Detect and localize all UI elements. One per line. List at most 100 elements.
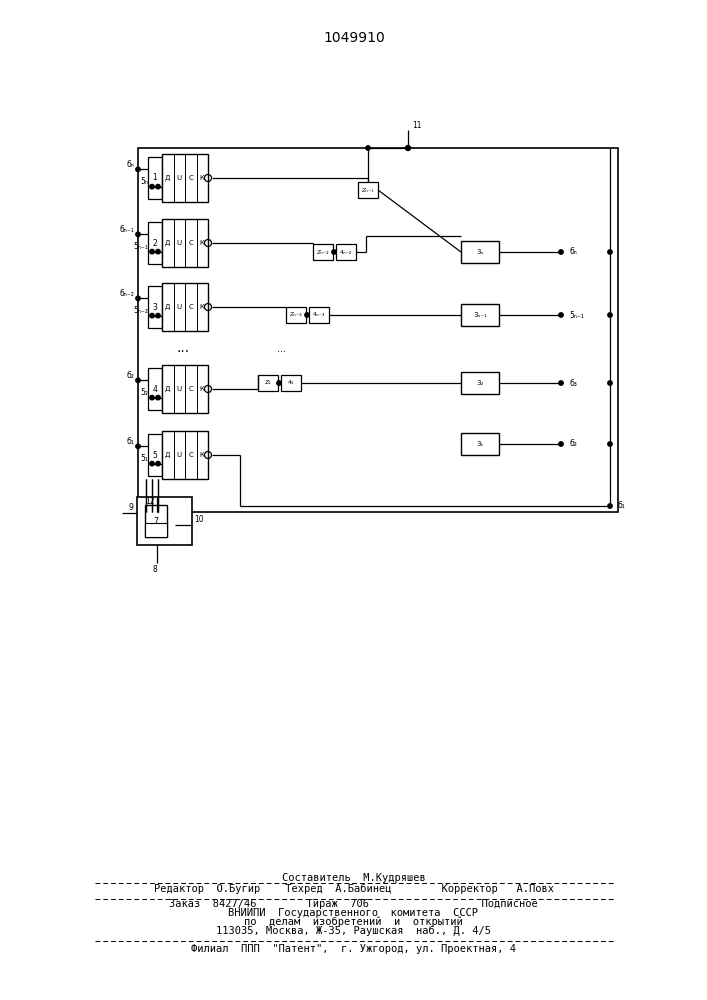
Text: Д: Д <box>165 240 170 246</box>
Bar <box>148 286 162 328</box>
Text: 3₁: 3₁ <box>477 441 484 447</box>
Text: 5ₙ₋₂: 5ₙ₋₂ <box>133 306 148 315</box>
Circle shape <box>150 461 154 466</box>
Circle shape <box>406 145 411 150</box>
Text: 5: 5 <box>153 450 158 460</box>
Text: U: U <box>177 240 182 246</box>
Text: 4ₙ₋₂: 4ₙ₋₂ <box>340 249 352 254</box>
Circle shape <box>156 461 160 466</box>
Bar <box>461 433 499 455</box>
Circle shape <box>150 395 154 400</box>
Circle shape <box>332 250 337 254</box>
Text: Д: Д <box>165 452 170 458</box>
Text: 3₂: 3₂ <box>477 380 484 386</box>
Text: К: К <box>200 240 205 246</box>
Circle shape <box>156 395 160 400</box>
Text: 11: 11 <box>412 121 421 130</box>
Text: Филиал  ППП  "Патент",  г. Ужгород, ул. Проектная, 4: Филиал ППП "Патент", г. Ужгород, ул. Про… <box>191 944 516 954</box>
Bar <box>358 182 378 198</box>
Text: 5ₙ₋₁: 5ₙ₋₁ <box>133 242 148 251</box>
Circle shape <box>608 381 612 385</box>
Text: С: С <box>188 304 193 310</box>
Bar <box>461 241 499 263</box>
Text: Д: Д <box>165 175 170 181</box>
Circle shape <box>150 313 154 318</box>
Circle shape <box>150 184 154 189</box>
Text: С: С <box>188 240 193 246</box>
Bar <box>148 222 162 264</box>
Text: Zₙ₋₁: Zₙ₋₁ <box>362 188 374 192</box>
Bar <box>162 365 208 413</box>
Text: 9: 9 <box>128 502 133 512</box>
Circle shape <box>156 249 160 254</box>
Text: Д: Д <box>165 304 170 310</box>
Text: U: U <box>177 304 182 310</box>
Text: Редактор  О.Бугир    Техред  А.Бабинец        Корректор   А.Повх: Редактор О.Бугир Техред А.Бабинец Коррек… <box>153 884 554 894</box>
Bar <box>461 372 499 394</box>
Text: 12: 12 <box>145 497 155 506</box>
Text: 113035, Москва, Ж-35, Раушская  наб., Д. 4/5: 113035, Москва, Ж-35, Раушская наб., Д. … <box>216 926 491 936</box>
Circle shape <box>608 313 612 317</box>
Circle shape <box>559 250 563 254</box>
Bar <box>162 431 208 479</box>
Text: 4₁: 4₁ <box>288 380 294 385</box>
Text: бₙ: бₙ <box>569 247 577 256</box>
Text: Zₙ₋₃: Zₙ₋₃ <box>290 312 303 318</box>
Text: б₃: б₃ <box>569 378 577 387</box>
Circle shape <box>366 146 370 150</box>
Circle shape <box>559 313 563 317</box>
Text: по  делам  изобретений  и  открытий: по делам изобретений и открытий <box>244 917 463 927</box>
Text: 4ₙ₋₃: 4ₙ₋₃ <box>312 312 325 318</box>
Text: К: К <box>200 452 205 458</box>
Bar <box>281 375 301 391</box>
Bar <box>145 505 167 537</box>
Circle shape <box>559 381 563 385</box>
Bar <box>336 244 356 260</box>
Circle shape <box>156 313 160 318</box>
Text: К: К <box>200 386 205 392</box>
Text: бₙ₋₂: бₙ₋₂ <box>119 289 134 298</box>
Text: 5ₙ: 5ₙ <box>140 177 148 186</box>
Circle shape <box>277 381 281 385</box>
Text: 2: 2 <box>153 238 158 247</box>
Text: Z₁: Z₁ <box>264 380 271 385</box>
Circle shape <box>305 313 309 317</box>
Bar <box>286 307 306 323</box>
Circle shape <box>608 504 612 508</box>
Text: 1: 1 <box>153 174 158 182</box>
Text: 5₁: 5₁ <box>140 454 148 463</box>
Bar <box>461 304 499 326</box>
Circle shape <box>136 378 140 383</box>
Bar <box>148 157 162 199</box>
Text: б₂: б₂ <box>569 440 577 448</box>
Text: бₙ: бₙ <box>127 160 134 169</box>
Text: 5₂: 5₂ <box>140 388 148 397</box>
Circle shape <box>136 444 140 449</box>
Text: 3: 3 <box>153 302 158 312</box>
Circle shape <box>136 167 140 172</box>
Text: U: U <box>177 452 182 458</box>
Bar <box>309 307 329 323</box>
Bar <box>148 368 162 410</box>
Text: Zₙ₋₂: Zₙ₋₂ <box>317 249 329 254</box>
Bar <box>313 244 333 260</box>
Text: 10: 10 <box>194 516 204 524</box>
Text: 1049910: 1049910 <box>323 31 385 45</box>
Text: С: С <box>188 175 193 181</box>
Text: С: С <box>188 452 193 458</box>
Text: К: К <box>200 175 205 181</box>
Text: 7: 7 <box>153 516 158 526</box>
Text: ...: ... <box>177 341 189 355</box>
Circle shape <box>608 442 612 446</box>
Circle shape <box>150 249 154 254</box>
Text: б₁: б₁ <box>127 437 134 446</box>
Text: бₙ₋₁: бₙ₋₁ <box>119 225 134 234</box>
Text: U: U <box>177 386 182 392</box>
Bar <box>148 434 162 476</box>
Bar <box>138 148 618 512</box>
Bar <box>162 283 208 331</box>
Text: 3ₙ₋₁: 3ₙ₋₁ <box>473 312 487 318</box>
Text: С: С <box>188 386 193 392</box>
Bar <box>145 523 167 537</box>
Circle shape <box>559 442 563 446</box>
